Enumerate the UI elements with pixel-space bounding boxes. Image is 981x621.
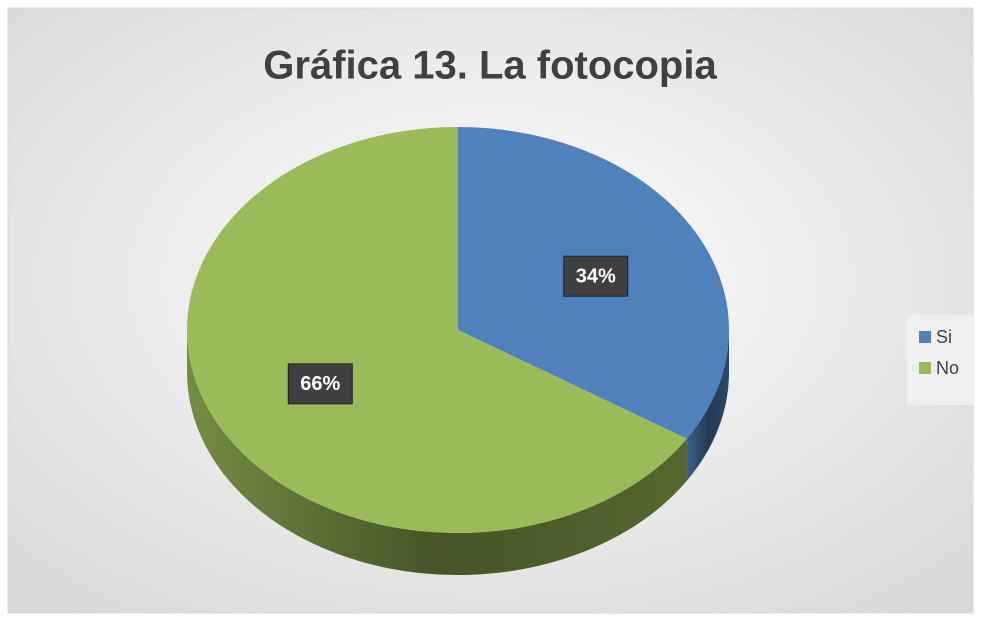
data-label-box <box>563 255 629 297</box>
legend-label: No <box>936 358 959 378</box>
slice-side-shade <box>686 330 729 481</box>
slice-side-shade <box>187 330 687 575</box>
legend-swatch <box>919 331 931 343</box>
legend-box <box>907 315 975 405</box>
data-label: 34% <box>576 265 616 287</box>
legend-swatch <box>919 362 931 374</box>
legend-label: Si <box>936 327 952 347</box>
data-label-box <box>287 363 353 405</box>
chart-title: Gráfica 13. La fotocopia <box>263 44 717 88</box>
data-label: 66% <box>300 373 340 395</box>
slice <box>187 127 687 533</box>
